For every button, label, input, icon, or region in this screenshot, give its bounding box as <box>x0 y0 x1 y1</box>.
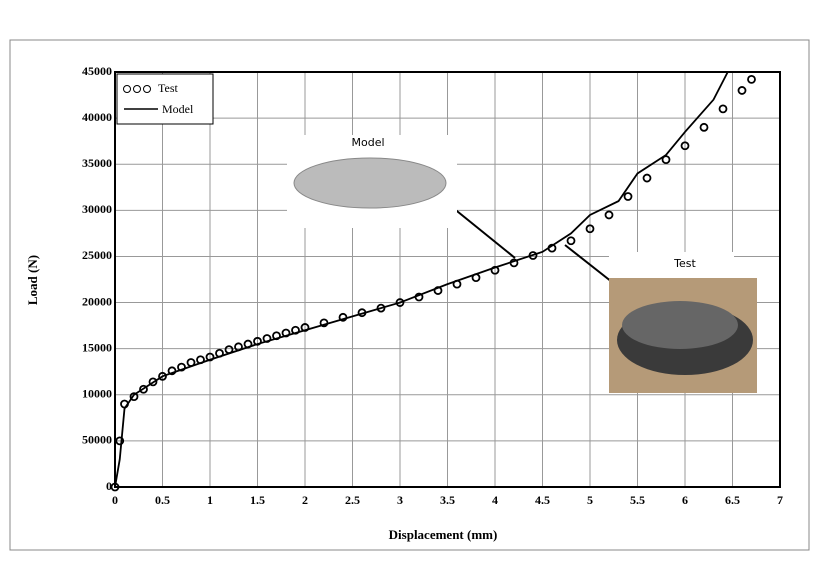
x-tick-label: 0 <box>112 493 118 507</box>
test-inset: Test <box>564 244 757 393</box>
data-point <box>623 192 633 201</box>
x-tick-label: 6 <box>682 493 688 507</box>
y-tick-label: 15000 <box>82 340 112 354</box>
plot-area <box>114 71 781 488</box>
inset-label: Test <box>673 257 696 270</box>
model-shape <box>293 157 447 209</box>
inset-label: Model <box>351 136 384 149</box>
data-point <box>158 371 167 381</box>
data-point <box>585 224 595 234</box>
y-tick-label: 10000 <box>82 387 112 401</box>
x-tick-label: 3 <box>397 493 403 507</box>
x-tick-label: 6.5 <box>725 493 740 507</box>
y-tick-label: 35000 <box>82 156 112 170</box>
legend-marker <box>133 85 141 93</box>
data-point <box>376 303 386 313</box>
x-tick-label: 2 <box>302 493 308 507</box>
data-point <box>604 210 614 220</box>
y-tick-label: 20000 <box>82 294 112 308</box>
y-tick-label: 0 <box>106 479 112 493</box>
y-tick-label: 25000 <box>82 248 112 262</box>
x-tick-label: 4 <box>492 493 498 507</box>
x-tick-label: 5.5 <box>630 493 645 507</box>
x-tick-label: 2.5 <box>345 493 360 507</box>
x-tick-label: 4.5 <box>535 493 550 507</box>
y-tick-label: 30000 <box>82 202 112 216</box>
y-tick-label: 45000 <box>82 64 112 78</box>
x-tick-label: 0.5 <box>155 493 170 507</box>
model-line <box>114 71 729 488</box>
data-point <box>642 173 652 183</box>
legend-label: Model <box>162 102 194 116</box>
data-point <box>737 86 747 95</box>
data-point <box>148 377 158 387</box>
data-point <box>115 436 125 446</box>
model-inset: Model <box>287 135 516 259</box>
x-tick-label: 7 <box>777 493 783 507</box>
y-tick-label: 40000 <box>82 110 112 124</box>
legend-box <box>116 73 214 125</box>
data-point <box>395 298 405 307</box>
x-tick-label: 3.5 <box>440 493 455 507</box>
data-point <box>699 122 709 132</box>
data-point <box>139 384 148 394</box>
data-point <box>718 104 728 114</box>
legend-label: Test <box>158 81 178 95</box>
legend-marker <box>143 85 151 93</box>
y-axis-title: Load (N) <box>25 255 40 305</box>
y-tick-label: 50000 <box>82 433 112 447</box>
legend-marker <box>123 85 131 93</box>
data-point <box>680 141 690 151</box>
legend: Test Model <box>116 73 214 125</box>
data-point <box>661 155 671 165</box>
arrow <box>564 244 613 283</box>
test-top <box>622 301 738 349</box>
data-point <box>167 366 177 376</box>
data-point <box>566 236 576 246</box>
data-point <box>129 392 139 402</box>
x-tick-label: 1.5 <box>250 493 265 507</box>
data-point <box>747 74 756 84</box>
inset-frame <box>609 252 734 278</box>
x-axis-title: Displacement (mm) <box>389 527 498 542</box>
x-tick-label: 1 <box>207 493 213 507</box>
x-tick-label: 5 <box>587 493 593 507</box>
arrow <box>446 202 516 259</box>
